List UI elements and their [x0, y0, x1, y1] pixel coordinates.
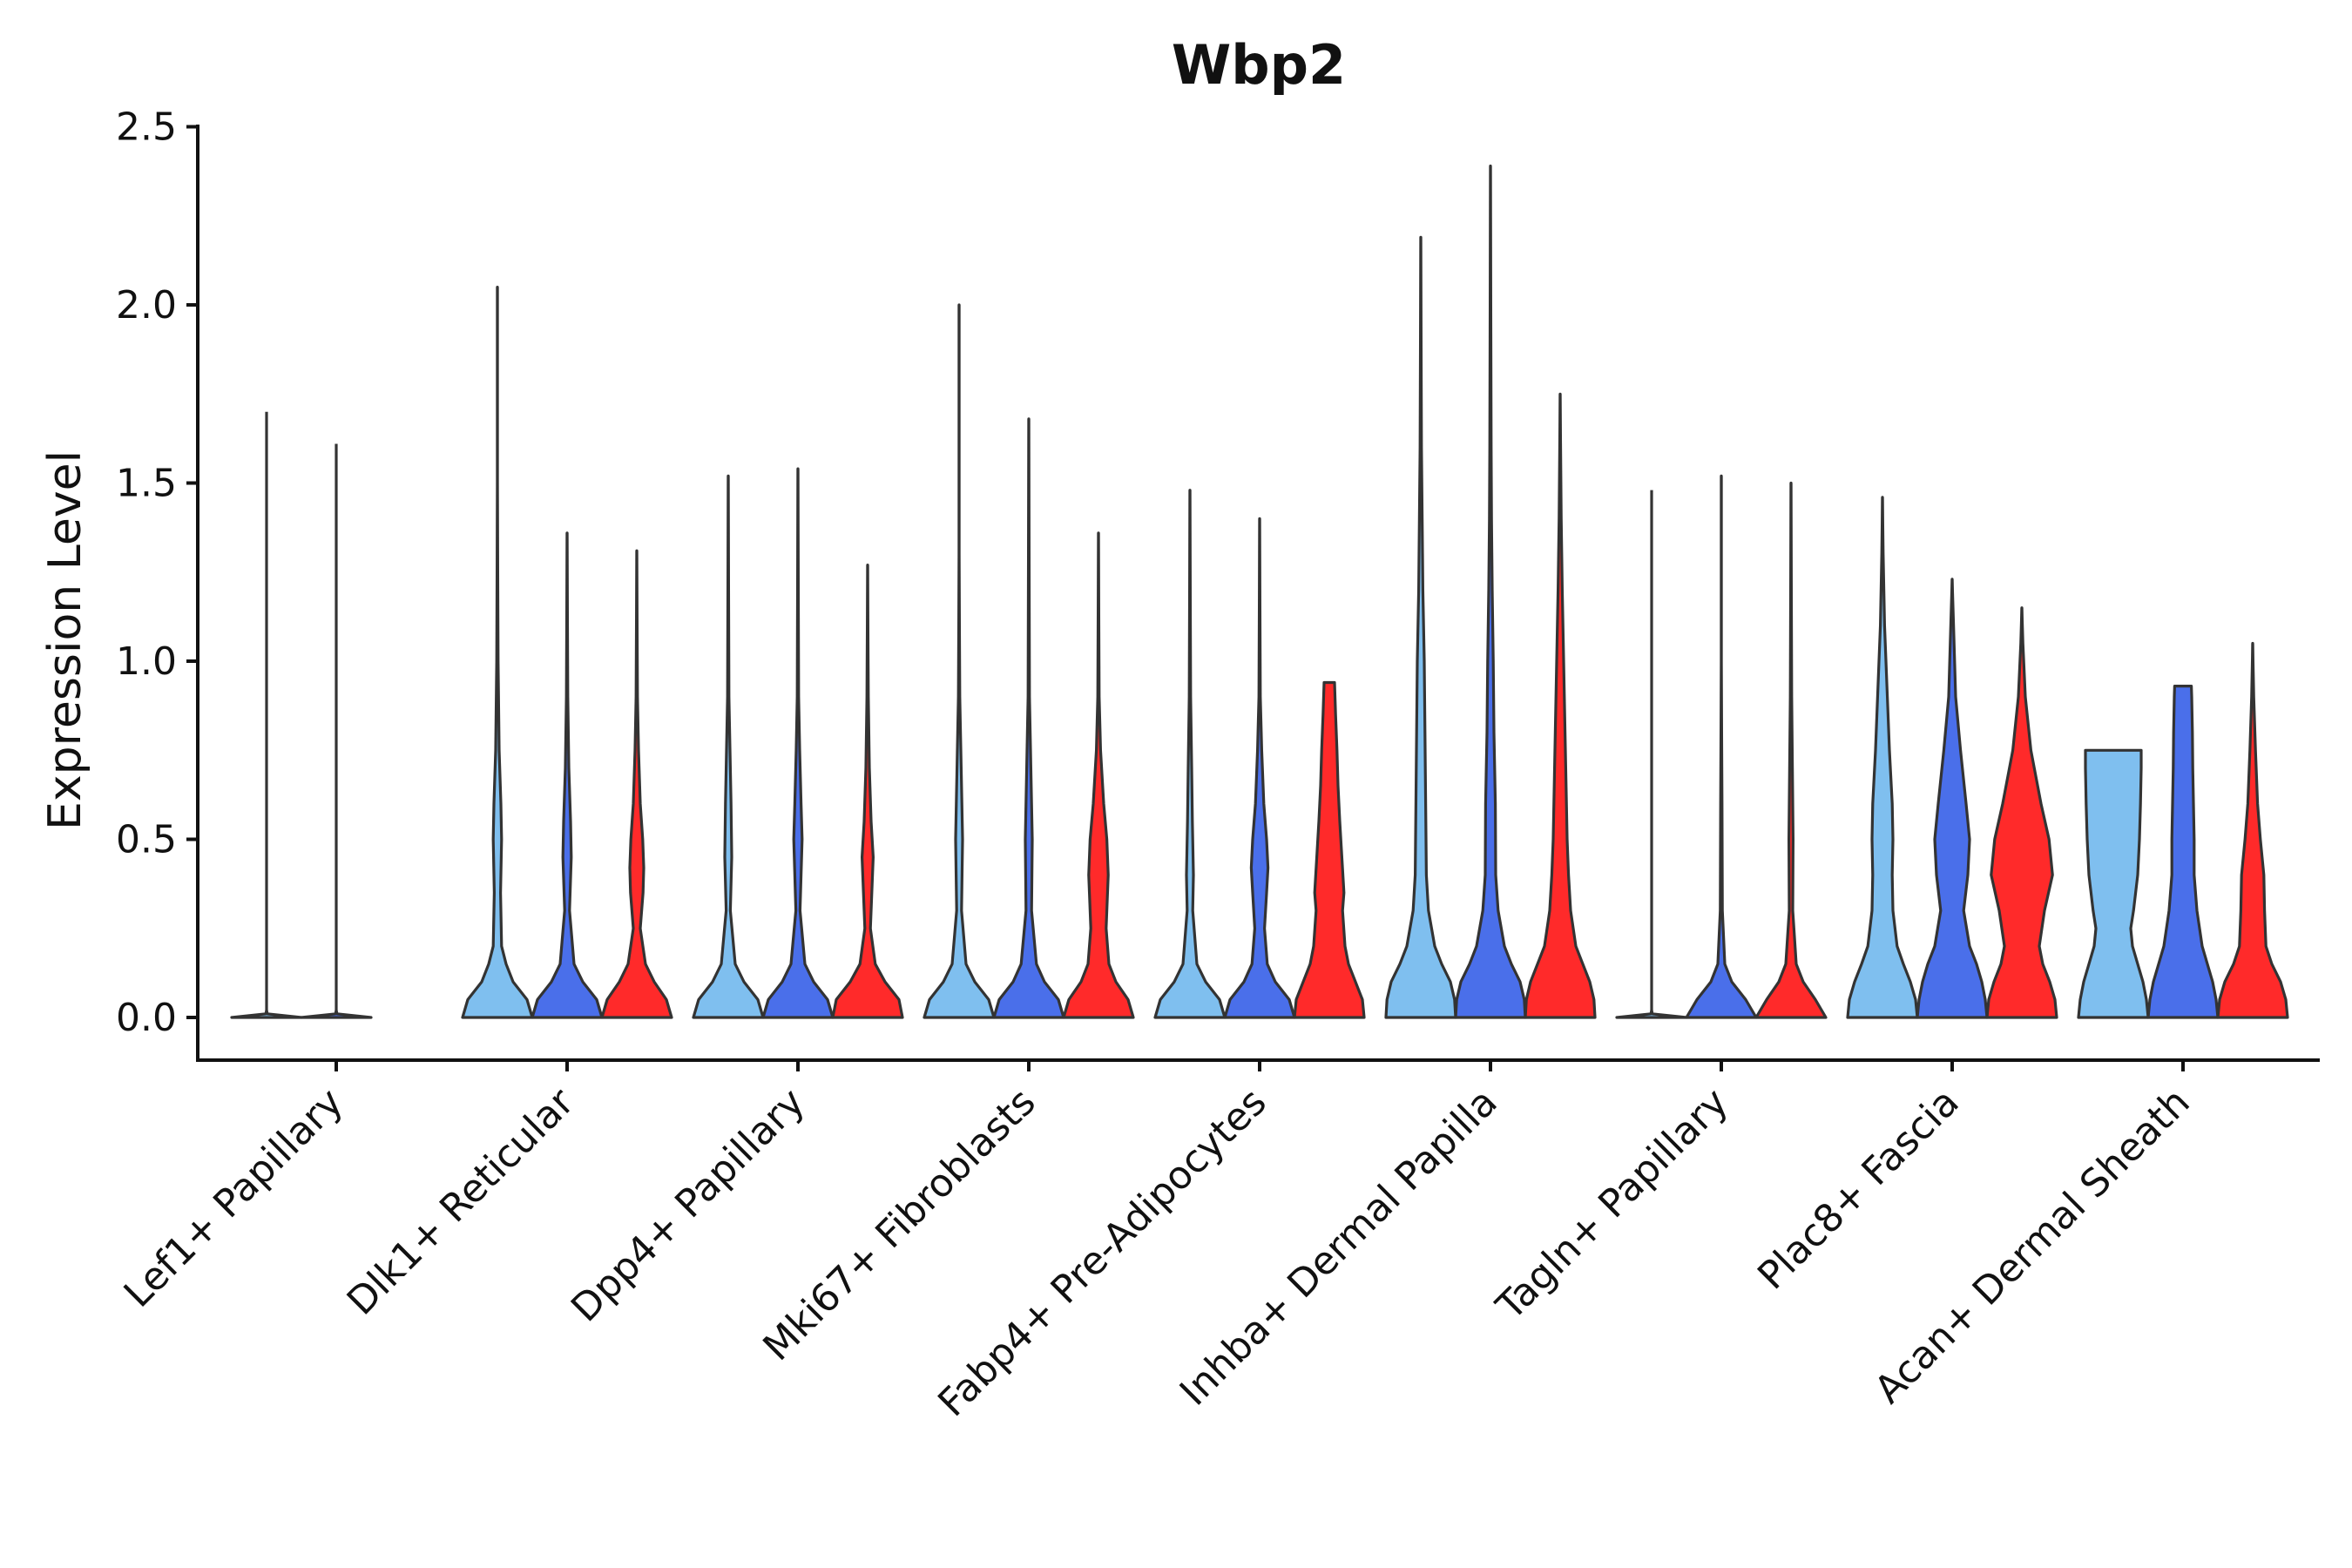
- violin-shape: [230, 1009, 303, 1019]
- violin-shape: [600, 549, 673, 1019]
- violin-shape: [2146, 685, 2220, 1019]
- violin-shape: [692, 474, 765, 1019]
- violin-shape: [1916, 578, 1989, 1019]
- violin-shape: [2077, 748, 2150, 1019]
- x-tick-label: Plac8+ Fascia: [1749, 1080, 1968, 1299]
- violin-shape: [1846, 496, 1919, 1019]
- violin-shape: [1615, 1009, 1688, 1019]
- y-axis-label: Expression Level: [39, 450, 91, 830]
- x-tick-label: Tagln+ Papillary: [1488, 1080, 1737, 1329]
- y-tick-label: 2.5: [116, 105, 177, 150]
- y-tick-label: 1.0: [116, 639, 177, 684]
- y-tick-label: 0.5: [116, 818, 177, 862]
- chart-title: Wbp2: [1172, 33, 1346, 97]
- violin-shape: [1223, 517, 1296, 1019]
- violin-shape: [1384, 235, 1457, 1019]
- violin-shape: [2216, 641, 2289, 1019]
- y-axis: 0.0 0.5 1.0 1.5 2.0 2.5: [116, 105, 198, 1040]
- x-tick-label: Lef1+ Papillary: [116, 1080, 352, 1316]
- violin-shape: [1293, 680, 1366, 1019]
- violin-shape: [300, 1009, 373, 1019]
- violin-shape: [923, 303, 996, 1019]
- x-tick-label: Dlk1+ Reticular: [339, 1079, 584, 1324]
- y-tick-label: 0.0: [116, 996, 177, 1040]
- violin-shape: [531, 531, 604, 1019]
- violin-shape: [992, 417, 1065, 1019]
- violin-shape: [831, 564, 904, 1019]
- violin-shape: [461, 286, 534, 1019]
- violin-shape: [1985, 606, 2058, 1019]
- violin-shape: [1454, 164, 1527, 1019]
- violin-shape: [1524, 392, 1597, 1019]
- y-tick-label: 2.0: [116, 283, 177, 328]
- violin-shape: [1754, 481, 1828, 1019]
- y-tick-label: 1.5: [116, 462, 177, 506]
- violin-shape: [761, 467, 835, 1019]
- violin-shape: [1685, 474, 1758, 1019]
- violin-shape: [1153, 489, 1227, 1019]
- violin-shape: [1062, 531, 1135, 1019]
- violin-series: [230, 164, 2289, 1019]
- x-tick-label: Dpp4+ Papillary: [563, 1080, 814, 1331]
